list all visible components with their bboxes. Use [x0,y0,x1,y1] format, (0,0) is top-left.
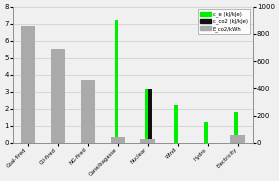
Bar [88,101,92,143]
Bar [118,137,122,143]
Bar [174,104,178,143]
Bar [114,20,118,143]
Bar [58,94,62,143]
Bar [55,94,58,143]
Bar [81,80,95,143]
Bar [110,137,125,143]
Legend: c_e (kJ/kJe), c_co2 (kJ/kJe), E_co2/kWh: c_e (kJ/kJe), c_co2 (kJ/kJe), E_co2/kWh [198,9,250,34]
Bar [205,121,208,143]
Bar [85,101,88,143]
Bar [25,88,28,143]
Bar [50,49,65,143]
Bar [230,135,245,143]
Bar [148,89,152,143]
Bar [28,88,32,143]
Bar [141,139,155,143]
Bar [145,89,148,143]
Bar [21,26,35,143]
Bar [234,112,238,143]
